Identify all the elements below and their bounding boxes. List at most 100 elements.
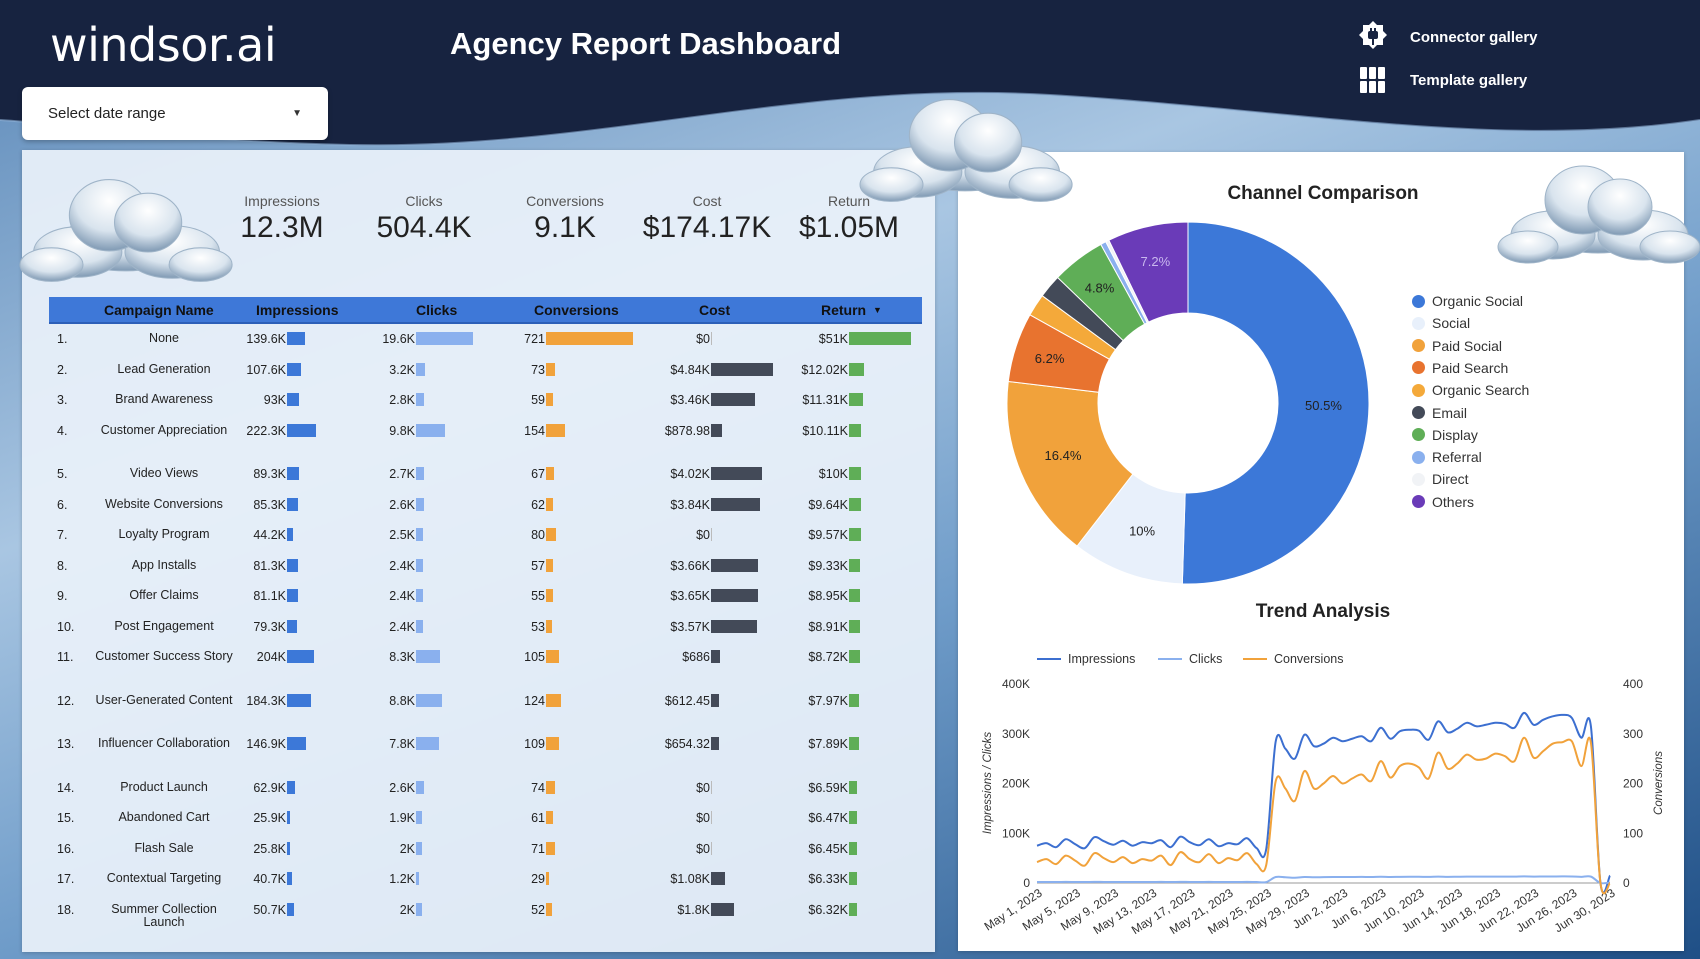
clk-bar <box>416 872 419 885</box>
legend-item[interactable]: Display <box>1412 427 1478 443</box>
table-row[interactable]: 9. Offer Claims 81.1K 2.4K 55 $3.65K $8.95K <box>49 583 922 614</box>
trend-legend-item[interactable]: Impressions <box>1037 652 1135 666</box>
conv-value: 80 <box>531 528 545 542</box>
kpi-label: Cost <box>692 193 722 209</box>
ret-value: $11.31K <box>802 393 848 407</box>
y-tick-label: 400K <box>1002 677 1030 691</box>
series-line-impressions <box>1036 711 1611 894</box>
ret-bar <box>849 650 860 663</box>
col-conversions[interactable]: Conversions <box>534 302 619 318</box>
table-row[interactable]: 11. Customer Success Story 204K 8.3K 105 $68… <box>49 644 922 688</box>
y-tick-label: 0 <box>1023 876 1030 890</box>
clk-value: 2.4K <box>389 619 415 634</box>
conv-bar <box>546 467 554 480</box>
table-row[interactable]: 18. Summer Collection Launch 50.7K 2K 52 $1.… <box>49 897 922 941</box>
table-row[interactable]: 10. Post Engagement 79.3K 2.4K 53 $3.57K $8.9… <box>49 614 922 645</box>
template-gallery-link[interactable]: Template gallery <box>1356 63 1527 97</box>
slice-label: 6.2% <box>1035 351 1065 366</box>
cost-bar <box>711 467 762 480</box>
table-row[interactable]: 2. Lead Generation 107.6K 3.2K 73 $4.84K $12.… <box>49 357 922 388</box>
ret-value: $9.57K <box>808 528 848 542</box>
legend-dot-icon <box>1412 339 1425 353</box>
channel-comparison-title: Channel Comparison <box>1227 183 1419 204</box>
table-row[interactable]: 14. Product Launch 62.9K 2.6K 74 $0 $6.59K <box>49 775 922 806</box>
clk-cell: 1.2K <box>375 872 419 886</box>
date-range-label: Select date range <box>48 105 166 122</box>
table-row[interactable]: 7. Loyalty Program 44.2K 2.5K 80 $0 $9.57K <box>49 522 922 553</box>
legend-dot-icon <box>1412 450 1425 464</box>
campaign-name: Customer Appreciation <box>100 422 228 437</box>
imp-bar <box>287 841 290 855</box>
table-row[interactable]: 8. App Installs 81.3K 2.4K 57 $3.66K $9.33K <box>49 553 922 584</box>
legend-dot-icon <box>1412 316 1425 330</box>
clk-bar <box>416 528 423 541</box>
col-return[interactable]: Return <box>821 302 867 318</box>
imp-bar <box>287 693 311 707</box>
trend-legend-item[interactable]: Conversions <box>1243 652 1343 666</box>
trend-legend-item[interactable]: Clicks <box>1158 652 1222 666</box>
legend-label: Clicks <box>1189 652 1223 666</box>
table-row[interactable]: 5. Video Views 89.3K 2.7K 67 $4.02K $10K <box>49 461 922 492</box>
clk-cell: 19.6K <box>375 332 473 346</box>
legend-item[interactable]: Referral <box>1412 449 1482 465</box>
legend-label: Referral <box>1432 449 1482 466</box>
slice-label: 10% <box>1129 523 1155 538</box>
sort-desc-icon[interactable]: ▼ <box>873 305 882 315</box>
table-row[interactable]: 17. Contextual Targeting 40.7K 1.2K 29 $1.08… <box>49 866 922 897</box>
cost-cell: $1.8K <box>640 902 734 917</box>
date-range-selector[interactable]: Select date range ▼ <box>22 87 328 140</box>
conv-bar <box>546 780 555 794</box>
slice-label: 50.5% <box>1305 398 1342 413</box>
table-row[interactable]: 1. None 139.6K 19.6K 721 $0 $51K <box>49 326 922 357</box>
donut-slice-organic-social[interactable] <box>1181 221 1370 585</box>
table-row[interactable]: 6. Website Conversions 85.3K 2.6K 62 $3.84K $… <box>49 492 922 523</box>
imp-value: 146.9K <box>246 737 286 751</box>
donut-slice-others[interactable] <box>1108 221 1189 323</box>
table-row[interactable]: 3. Brand Awareness 93K 2.8K 59 $3.46K $11.31K <box>49 387 922 418</box>
col-campaign-name[interactable]: Campaign Name <box>104 302 214 318</box>
legend-dot-icon <box>1412 495 1425 509</box>
donut-slice-paid-social[interactable] <box>1006 380 1134 547</box>
clk-value: 2.7K <box>389 467 415 481</box>
ret-value: $7.89K <box>808 737 848 751</box>
ret-value: $10K <box>818 467 848 481</box>
cost-bar <box>711 619 757 633</box>
legend-item[interactable]: Email <box>1412 405 1467 421</box>
clk-cell: 1.9K <box>375 811 422 825</box>
legend-item[interactable]: Paid Search <box>1412 360 1508 376</box>
kpi-value: $174.17K <box>642 211 772 244</box>
col-clicks[interactable]: Clicks <box>416 302 458 318</box>
col-cost[interactable]: Cost <box>699 302 731 318</box>
legend-item[interactable]: Social <box>1412 315 1470 331</box>
clk-cell: 2.4K <box>375 589 423 603</box>
col-impressions[interactable]: Impressions <box>256 302 339 318</box>
campaign-panel <box>22 150 935 952</box>
ret-cell: $8.91K <box>780 619 860 634</box>
imp-cell: 62.9K <box>235 780 295 795</box>
conv-value: 74 <box>531 780 545 795</box>
connector-gallery-link[interactable]: Connector gallery <box>1356 20 1538 54</box>
legend-item[interactable]: Others <box>1412 494 1474 510</box>
table-row[interactable]: 12. User-Generated Content 184.3K 8.8K 124 $… <box>49 688 922 732</box>
table-row[interactable]: 13. Influencer Collaboration 146.9K 7.8K 10… <box>49 731 922 775</box>
imp-bar <box>287 872 292 885</box>
clk-value: 1.2K <box>389 872 415 886</box>
legend-dot-icon <box>1412 361 1425 375</box>
legend-item[interactable]: Paid Social <box>1412 338 1502 354</box>
conv-value: 29 <box>531 872 545 886</box>
table-row[interactable]: 15. Abandoned Cart 25.9K 1.9K 61 $0 $6.47K <box>49 805 922 836</box>
ret-cell: $9.57K <box>780 528 861 542</box>
kpi-label: Impressions <box>244 193 320 209</box>
clk-bar <box>416 619 423 633</box>
conv-bar <box>546 332 633 345</box>
row-number: 8. <box>57 558 68 573</box>
clk-cell: 2.5K <box>375 528 423 542</box>
table-row[interactable]: 4. Customer Appreciation 222.3K 9.8K 154 $87… <box>49 418 922 462</box>
imp-cell: 44.2K <box>235 528 293 542</box>
table-row[interactable]: 16. Flash Sale 25.8K 2K 71 $0 $6.45K <box>49 836 922 867</box>
row-number: 1. <box>57 332 68 346</box>
legend-item[interactable]: Organic Search <box>1412 382 1529 398</box>
legend-item[interactable]: Direct <box>1412 471 1469 487</box>
legend-item[interactable]: Organic Social <box>1412 293 1523 309</box>
conv-value: 67 <box>531 467 545 481</box>
